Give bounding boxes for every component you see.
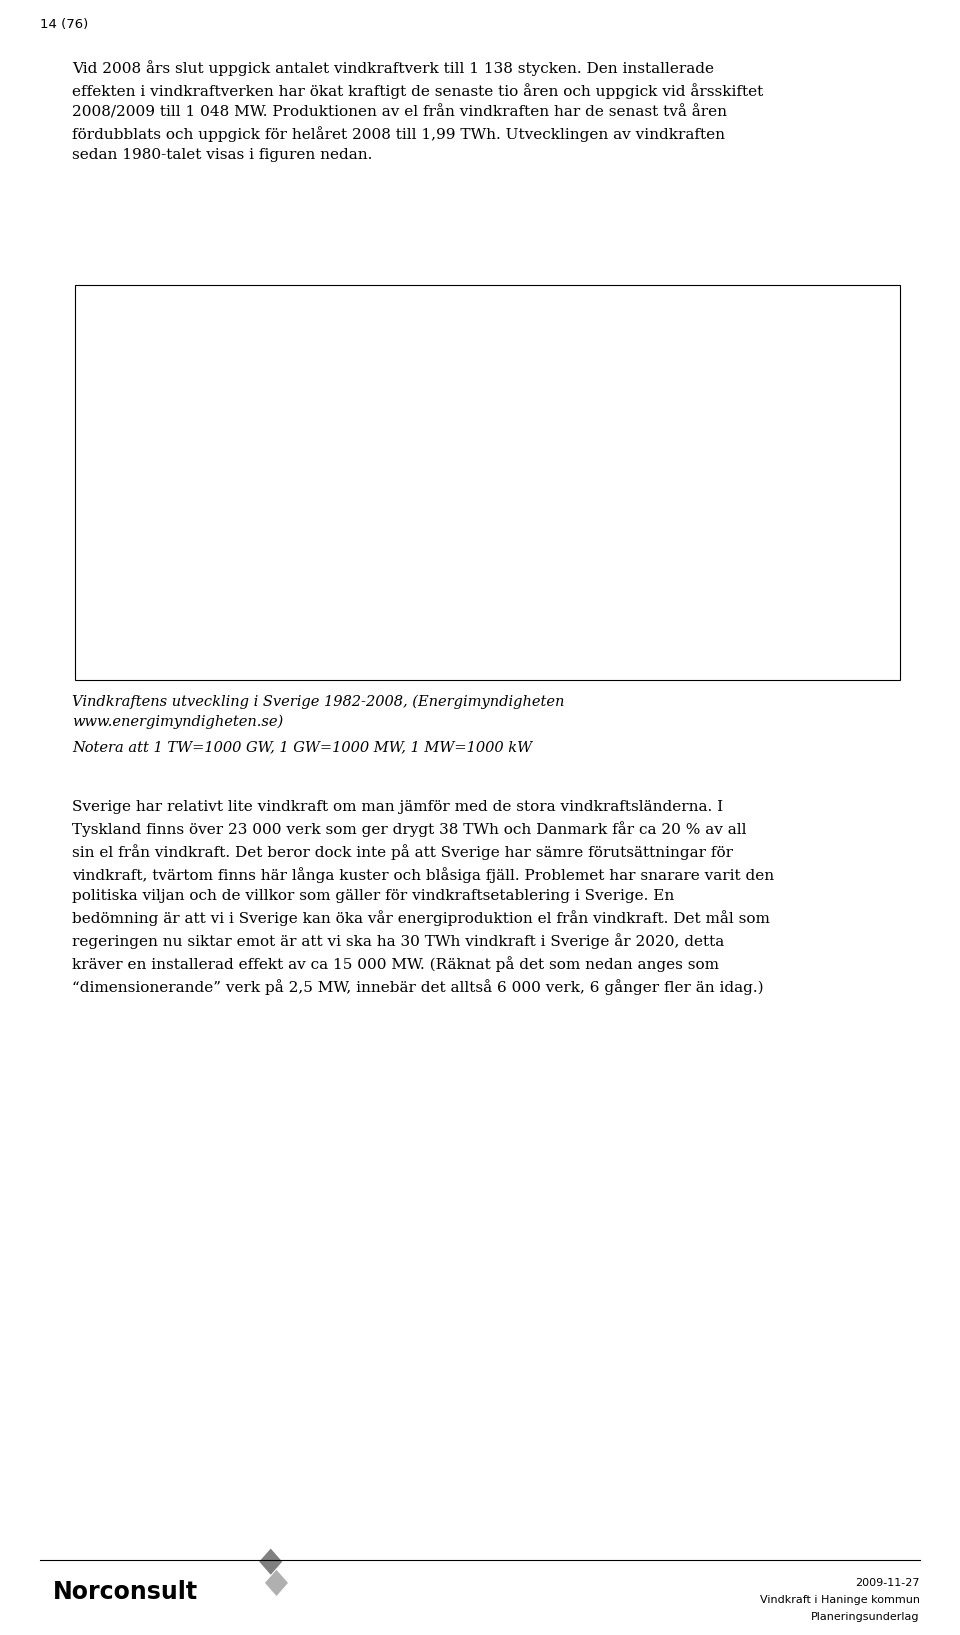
Antal verk (st) xyxy=(158,625,170,644)
Antal verk (st) xyxy=(686,538,698,558)
Antal verk (st) xyxy=(660,549,672,569)
Elproduktion (GWh) xyxy=(343,623,354,643)
Elproduktion (GWh) xyxy=(158,625,170,644)
Installerad effekt (MW) xyxy=(686,572,698,592)
Antal verk (st) xyxy=(264,623,276,643)
Elproduktion (GWh) xyxy=(290,625,301,644)
Text: Notera att 1 TW=1000 GW, 1 GW=1000 MW, 1 MW=1000 kW: Notera att 1 TW=1000 GW, 1 GW=1000 MW, 1… xyxy=(72,741,532,754)
Antal verk (st) xyxy=(475,602,487,621)
Legend: Antal verk (st), Installerad effekt (MW), Elproduktion (GWh): Antal verk (st), Installerad effekt (MW)… xyxy=(143,319,323,381)
Text: Vindkraftens utveckling i Sverige 1982-2008, (Energimyndigheten
www.energimyndig: Vindkraftens utveckling i Sverige 1982-2… xyxy=(72,695,564,729)
Installerad effekt (MW) xyxy=(290,623,301,643)
Installerad effekt (MW) xyxy=(819,471,830,490)
Text: Vindkraft i Haninge kommun: Vindkraft i Haninge kommun xyxy=(759,1596,920,1606)
Elproduktion (GWh) xyxy=(211,625,223,644)
Installerad effekt (MW) xyxy=(422,616,434,636)
Elproduktion (GWh) xyxy=(184,625,196,644)
Elproduktion (GWh) xyxy=(501,611,513,631)
Installerad effekt (MW) xyxy=(475,613,487,633)
Installerad effekt (MW) xyxy=(237,625,249,644)
Elproduktion (GWh) xyxy=(448,620,460,639)
Antal verk (st) xyxy=(211,623,223,643)
Elproduktion (GWh) xyxy=(475,620,487,639)
Antal verk (st) xyxy=(501,595,513,615)
Antal verk (st) xyxy=(290,621,301,641)
Installerad effekt (MW) xyxy=(792,492,804,512)
Antal verk (st) xyxy=(792,489,804,508)
Elproduktion (GWh) xyxy=(792,477,804,497)
Text: Norconsult: Norconsult xyxy=(53,1579,198,1604)
Installerad effekt (MW) xyxy=(501,610,513,629)
Antal verk (st) xyxy=(396,615,407,634)
Elproduktion (GWh) xyxy=(713,549,725,569)
Installerad effekt (MW) xyxy=(264,623,276,643)
Line: Elproduktion (GWh): Elproduktion (GWh) xyxy=(159,325,855,638)
Installerad effekt (MW) xyxy=(184,625,196,644)
Elproduktion (GWh) xyxy=(396,621,407,641)
Antal verk (st) xyxy=(581,574,592,594)
Installerad effekt (MW) xyxy=(660,579,672,598)
Elproduktion (GWh) xyxy=(370,623,381,643)
Installerad effekt (MW) xyxy=(713,562,725,582)
Elproduktion (GWh) xyxy=(422,621,434,641)
Antal verk (st) xyxy=(317,621,328,641)
Elproduktion (GWh) xyxy=(766,481,778,500)
Antal verk (st) xyxy=(184,625,196,644)
Installerad effekt (MW) xyxy=(528,608,540,628)
Text: Sverige har relativt lite vindkraft om man jämför med de stora vindkraftsländern: Sverige har relativt lite vindkraft om m… xyxy=(72,800,774,994)
Antal verk (st) xyxy=(819,471,830,490)
Antal verk (st) xyxy=(608,567,619,587)
Line: Antal verk (st): Antal verk (st) xyxy=(160,455,853,638)
Antal verk (st) xyxy=(528,587,540,607)
Elproduktion (GWh) xyxy=(528,607,540,626)
Installerad effekt (MW) xyxy=(158,625,170,644)
Line: Installerad effekt (MW): Installerad effekt (MW) xyxy=(160,471,854,638)
Installerad effekt (MW) xyxy=(554,605,565,625)
Antal verk (st) xyxy=(237,623,249,643)
Elproduktion (GWh) xyxy=(739,528,751,548)
Installerad effekt (MW) xyxy=(211,625,223,644)
Installerad effekt (MW) xyxy=(343,621,354,641)
Antal verk (st) xyxy=(554,580,565,600)
Installerad effekt (MW) xyxy=(448,615,460,634)
Antal verk (st) xyxy=(422,610,434,629)
Text: Planeringsunderlag: Planeringsunderlag xyxy=(811,1612,920,1622)
Antal verk (st) xyxy=(343,620,354,639)
Installerad effekt (MW) xyxy=(766,533,778,553)
Antal verk (st) xyxy=(448,608,460,628)
Elproduktion (GWh) xyxy=(264,625,276,644)
Elproduktion (GWh) xyxy=(581,590,592,610)
Elproduktion (GWh) xyxy=(317,623,328,643)
Antal verk (st) xyxy=(845,448,856,468)
Elproduktion (GWh) xyxy=(634,579,645,598)
Elproduktion (GWh) xyxy=(660,576,672,595)
Installerad effekt (MW) xyxy=(396,620,407,639)
Installerad effekt (MW) xyxy=(317,623,328,643)
Elproduktion (GWh) xyxy=(608,584,619,603)
Y-axis label: Antal, GWh och MW: Antal, GWh och MW xyxy=(80,407,92,540)
Antal verk (st) xyxy=(634,561,645,580)
Installerad effekt (MW) xyxy=(739,551,751,571)
Elproduktion (GWh) xyxy=(686,558,698,577)
Antal verk (st) xyxy=(713,530,725,549)
Installerad effekt (MW) xyxy=(370,621,381,641)
Text: 14 (76): 14 (76) xyxy=(40,18,88,31)
Elproduktion (GWh) xyxy=(819,410,830,430)
Installerad effekt (MW) xyxy=(581,598,592,618)
Installerad effekt (MW) xyxy=(845,464,856,484)
Elproduktion (GWh) xyxy=(554,598,565,618)
Text: Vid 2008 års slut uppgick antalet vindkraftverk till 1 138 stycken. Den installe: Vid 2008 års slut uppgick antalet vindkr… xyxy=(72,60,763,162)
Elproduktion (GWh) xyxy=(237,625,249,644)
Antal verk (st) xyxy=(370,618,381,638)
Installerad effekt (MW) xyxy=(634,585,645,605)
Antal verk (st) xyxy=(739,515,751,535)
Elproduktion (GWh) xyxy=(845,320,856,340)
Text: 2009-11-27: 2009-11-27 xyxy=(855,1578,920,1588)
Installerad effekt (MW) xyxy=(608,592,619,611)
Antal verk (st) xyxy=(766,504,778,523)
